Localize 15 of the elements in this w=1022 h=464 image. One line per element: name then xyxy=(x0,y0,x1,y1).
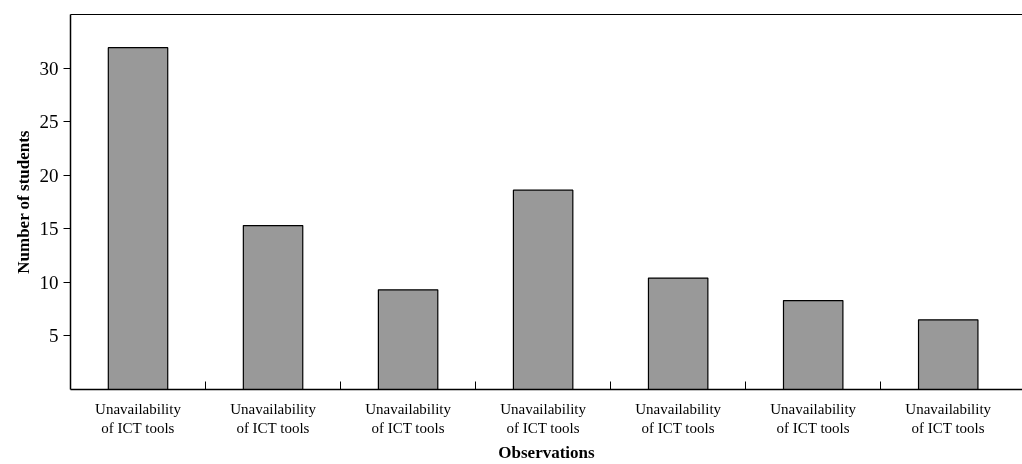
x-tick-label: Unavailability of ICT tools xyxy=(905,400,992,436)
y-tick-label: 20 xyxy=(39,164,59,186)
x-tick-label: Unavailability of ICT tools xyxy=(500,400,587,436)
x-axis-title: Observations xyxy=(498,442,596,462)
y-tick-label: 15 xyxy=(39,218,59,240)
y-tick-label: 10 xyxy=(39,271,59,293)
y-tick-label: 30 xyxy=(39,57,59,79)
x-tick-label: Unavailability of ICT tools xyxy=(365,400,452,436)
y-tick-label: 25 xyxy=(39,111,59,133)
x-tick-label: Unavailability of ICT tools xyxy=(635,400,722,436)
x-tick-label: Unavailability of ICT tools xyxy=(95,400,182,436)
y-axis-title: Number of students xyxy=(13,130,33,274)
y-tick-label: 5 xyxy=(49,325,59,347)
x-tick-label: Unavailability of ICT tools xyxy=(230,400,317,436)
x-tick-label: Unavailability of ICT tools xyxy=(770,400,857,436)
